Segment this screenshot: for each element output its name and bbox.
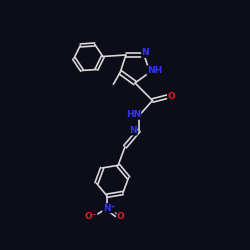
Text: NH: NH (147, 66, 162, 75)
Text: O⁻: O⁻ (84, 212, 97, 221)
Text: O: O (117, 212, 125, 221)
Text: N: N (130, 126, 137, 135)
Text: O: O (168, 92, 175, 101)
Text: HN: HN (126, 110, 141, 119)
Text: N: N (142, 48, 149, 58)
Text: N⁺: N⁺ (103, 204, 115, 213)
